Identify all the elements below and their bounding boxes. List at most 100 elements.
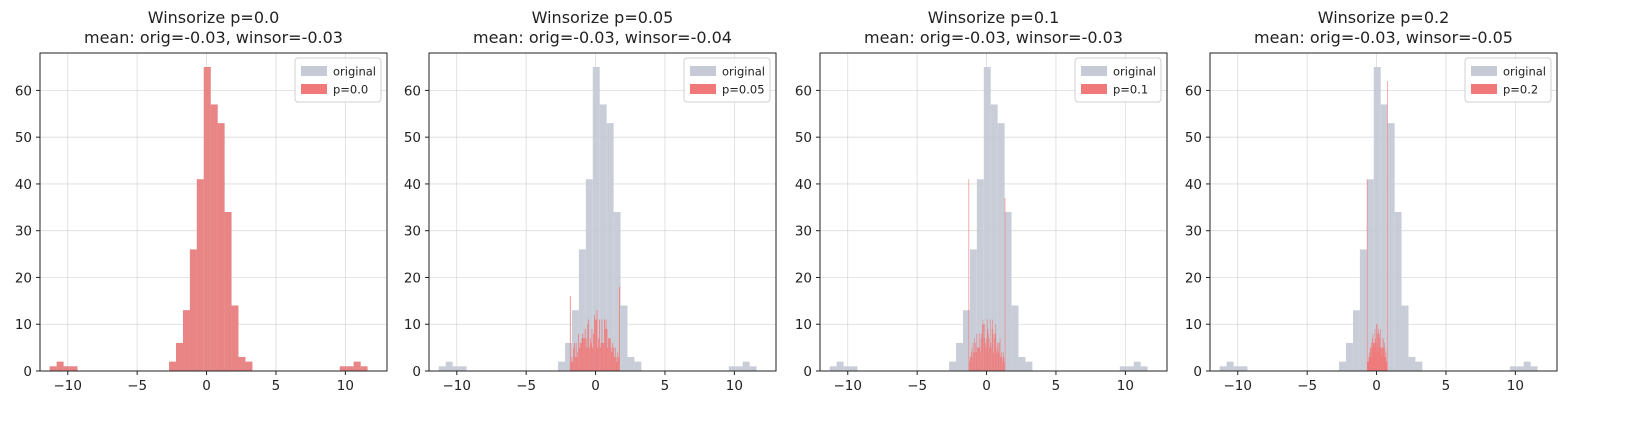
histogram-bar	[601, 319, 603, 371]
y-tick-label: 30	[1185, 224, 1202, 240]
plot-area	[829, 67, 1148, 371]
histogram-bar	[1346, 342, 1353, 371]
histogram-bar	[189, 249, 197, 371]
histogram-bar	[1375, 338, 1377, 371]
histogram-bar	[1516, 366, 1524, 371]
histogram-bar	[1376, 342, 1378, 371]
histogram-bar	[1372, 333, 1374, 371]
histogram-bar	[995, 324, 997, 371]
histogram-bar	[993, 333, 995, 371]
histogram-bar	[224, 212, 232, 371]
legend-label: p=0.05	[722, 83, 765, 97]
axes-frame	[39, 52, 388, 372]
histogram-bar	[990, 342, 992, 371]
histogram-bar	[1366, 179, 1368, 371]
y-tick-label: 10	[15, 317, 32, 333]
histogram-bar	[605, 319, 607, 371]
histogram-bar	[452, 366, 460, 371]
histogram-bar	[997, 123, 1005, 371]
x-tick-label: 10	[1507, 378, 1524, 394]
histogram-bar	[982, 319, 984, 371]
x-tick-label: 10	[1117, 378, 1134, 394]
histogram-bar	[339, 366, 347, 371]
y-tick-label: 50	[1185, 130, 1202, 146]
histogram-bar	[604, 328, 606, 371]
histogram-bar	[990, 104, 998, 371]
histogram-bar	[572, 361, 574, 371]
histogram-bar	[991, 347, 992, 371]
y-tick-label: 10	[1185, 317, 1202, 333]
histogram-bar	[970, 356, 971, 371]
histogram-bar	[588, 319, 590, 371]
y-tick-label: 30	[15, 224, 32, 240]
y-tick-label: 20	[15, 270, 32, 286]
histogram-bar	[575, 342, 577, 371]
histogram-bar	[1374, 342, 1375, 371]
chart-title: Winsorize p=0.1	[928, 8, 1060, 27]
histogram-bar	[975, 342, 976, 371]
histogram-bar	[1370, 356, 1372, 371]
y-tick-label: 20	[404, 270, 421, 286]
histogram-bar	[986, 319, 988, 371]
histogram-bar	[1379, 347, 1381, 371]
legend: original p=0.0	[294, 57, 382, 103]
histogram-bar	[997, 342, 998, 371]
histogram-bar	[617, 352, 619, 371]
histogram-bar	[968, 179, 970, 371]
histogram-bar	[1379, 347, 1380, 371]
histogram-bar	[956, 342, 963, 371]
histogram-bar	[1233, 366, 1241, 371]
y-tick-label: 50	[795, 130, 812, 146]
histogram-bar	[985, 347, 987, 371]
histogram-bar	[634, 361, 642, 371]
histogram-bar	[594, 319, 596, 371]
y-tick-label: 30	[404, 224, 421, 240]
histogram-bar	[1377, 333, 1379, 371]
histogram-bar	[1119, 366, 1127, 371]
x-tick-label: 0	[591, 378, 600, 394]
histogram-bar	[577, 352, 579, 371]
histogram-bar	[1004, 212, 1012, 371]
histogram-bar	[992, 319, 994, 371]
histogram-bar	[991, 328, 993, 371]
histogram-bar	[1381, 347, 1383, 371]
histogram-bar	[976, 333, 978, 371]
chart-title: Winsorize p=0.2	[1318, 8, 1450, 27]
x-tick-label: 5	[1052, 378, 1061, 394]
histogram-bar	[1370, 342, 1372, 371]
histogram-bar	[445, 361, 453, 371]
histogram-bar	[574, 342, 575, 371]
histogram-bar	[238, 356, 246, 371]
legend-label: original	[722, 65, 765, 79]
chart-subtitle: mean: orig=-0.03, winsor=-0.03	[84, 28, 343, 47]
histogram-bar	[994, 333, 996, 371]
histogram-bar	[576, 356, 578, 371]
y-tick-label: 10	[404, 317, 421, 333]
histogram-bar	[600, 342, 602, 371]
histogram-bar	[182, 310, 190, 371]
histogram-bar	[1394, 212, 1402, 371]
histogram-bar	[595, 319, 597, 371]
histogram-bar	[571, 356, 573, 371]
histogram-bar	[1001, 352, 1002, 371]
histogram-bar	[973, 352, 975, 371]
histogram-bar	[984, 324, 986, 371]
legend-swatch	[1081, 66, 1107, 76]
histogram-bar	[63, 366, 71, 371]
x-tick-label: 10	[726, 378, 743, 394]
y-tick-label: 60	[15, 83, 32, 99]
x-tick-label: −10	[1224, 378, 1253, 394]
axes-frame	[428, 52, 777, 372]
histogram-bar	[565, 342, 572, 371]
histogram-bar	[998, 342, 1000, 371]
histogram-bar	[1379, 338, 1381, 371]
histogram-bar	[1367, 361, 1368, 371]
histogram-bar	[360, 366, 368, 371]
histogram-bar	[1011, 305, 1019, 371]
histogram-bar	[591, 328, 593, 371]
legend-swatch	[1081, 84, 1107, 94]
legend-swatch	[1471, 84, 1497, 94]
histogram-bar	[1368, 356, 1370, 371]
histogram-bar	[599, 347, 601, 371]
